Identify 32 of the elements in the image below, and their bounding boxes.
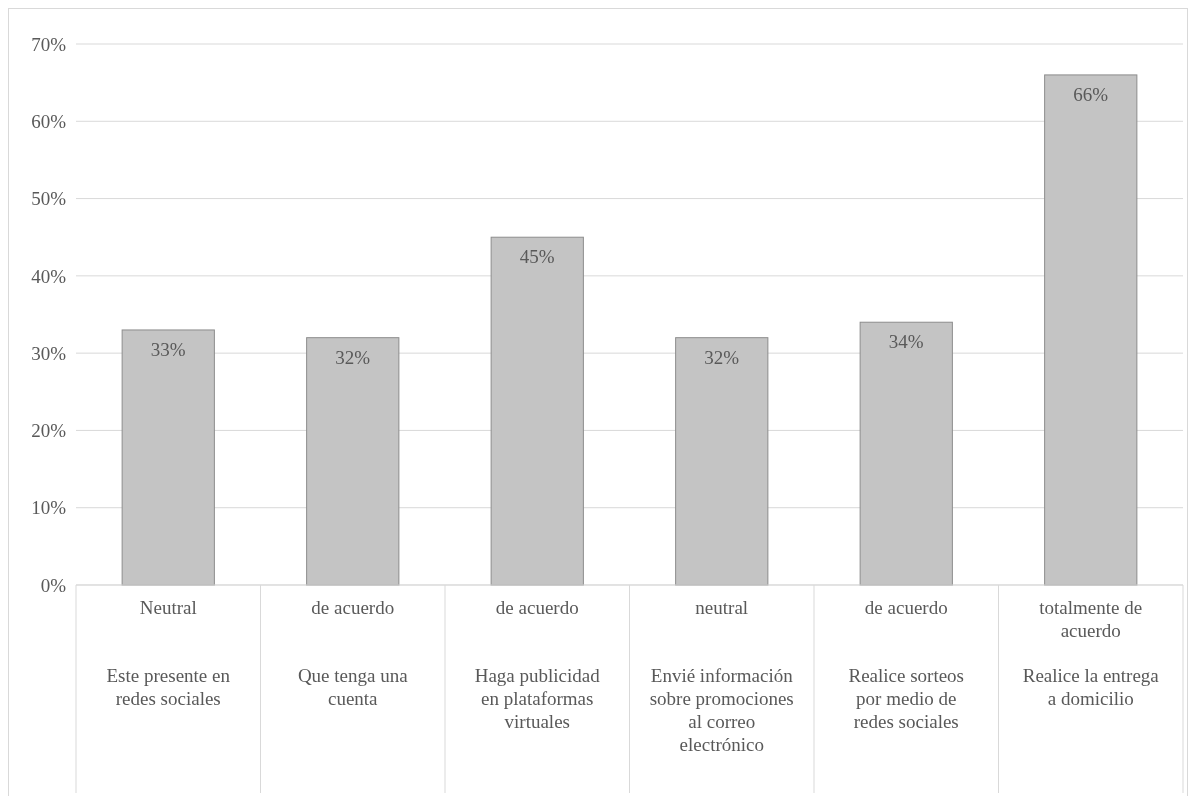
bar — [675, 337, 769, 586]
bar — [121, 329, 215, 586]
y-tick-label: 30% — [31, 342, 67, 364]
text: de acuerdo — [495, 597, 579, 618]
data-label: 32% — [335, 346, 371, 368]
x-tick-label: Que tenga una cuenta — [297, 665, 409, 709]
y-tick-label: 20% — [31, 420, 67, 442]
text: totalmente de acuerdo — [1039, 597, 1143, 641]
y-tick-label: 10% — [31, 497, 67, 519]
bar — [1044, 74, 1138, 586]
x-tick-label: Haga publicidad en plataformas virtuales — [474, 665, 601, 732]
y-tick-label: 40% — [31, 265, 67, 287]
data-label: 34% — [888, 331, 924, 353]
data-label: 45% — [519, 246, 555, 268]
y-tick-label: 0% — [40, 574, 67, 596]
text: Neutral — [139, 597, 197, 618]
bar — [490, 236, 584, 586]
x-tick-label: Realice la entrega a domicilio — [1022, 665, 1160, 709]
x-tick-label: Realice sorteos por medio de redes sociales — [848, 665, 965, 732]
data-label: 32% — [704, 346, 740, 368]
data-label: 33% — [150, 338, 186, 360]
x-tick-label: Envié información sobre promociones al correo electrónico — [649, 665, 794, 755]
data-label: 66% — [1073, 83, 1109, 105]
bar — [306, 337, 400, 586]
x-tick-label: Este presente en redes sociales — [106, 665, 231, 709]
y-tick-label: 50% — [31, 188, 67, 210]
text: de acuerdo — [864, 597, 948, 618]
bar — [859, 321, 953, 586]
y-tick-label: 60% — [31, 110, 67, 132]
text: neutral — [695, 597, 749, 618]
text: de acuerdo — [311, 597, 395, 618]
y-tick-label: 70% — [31, 33, 67, 55]
